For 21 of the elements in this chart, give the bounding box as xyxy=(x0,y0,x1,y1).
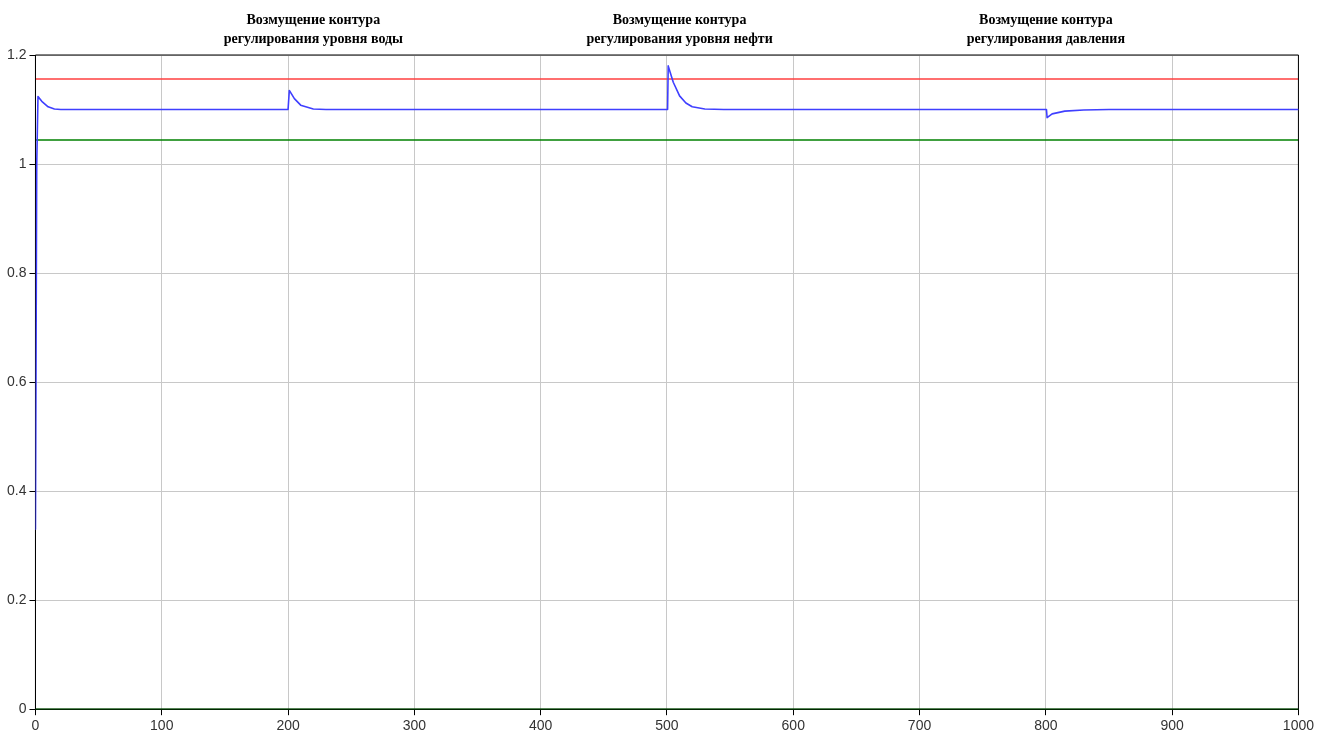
x-tick-label: 400 xyxy=(528,717,553,734)
x-tick-label: 1000 xyxy=(1282,717,1315,734)
x-tick-label: 600 xyxy=(781,717,806,734)
y-tick-label: 0.6 xyxy=(6,372,27,389)
text: Возмущение контура регулирования уровня нефти xyxy=(586,12,773,46)
y-tick-label: 0.2 xyxy=(6,591,27,608)
x-tick-label: 700 xyxy=(907,717,932,734)
x-tick-label: 500 xyxy=(655,717,679,734)
y-tick-label: 1 xyxy=(18,154,27,171)
x-tick-label: 800 xyxy=(1034,717,1058,734)
text: Возмущение контура регулирования уровня воды xyxy=(223,12,404,46)
x-tick-label: 100 xyxy=(150,717,174,734)
y-tick-label: 0 xyxy=(18,700,27,717)
y-tick-label: 0.8 xyxy=(6,263,27,280)
y-tick-label: 1.2 xyxy=(6,45,27,62)
x-tick-label: 200 xyxy=(276,717,300,734)
x-tick-label: 0 xyxy=(31,717,40,734)
x-tick-label: 300 xyxy=(402,717,427,734)
text: Возмущение контура регулирования давления xyxy=(966,12,1126,46)
x-tick-label: 900 xyxy=(1160,717,1185,734)
y-tick-label: 0.4 xyxy=(6,481,27,498)
